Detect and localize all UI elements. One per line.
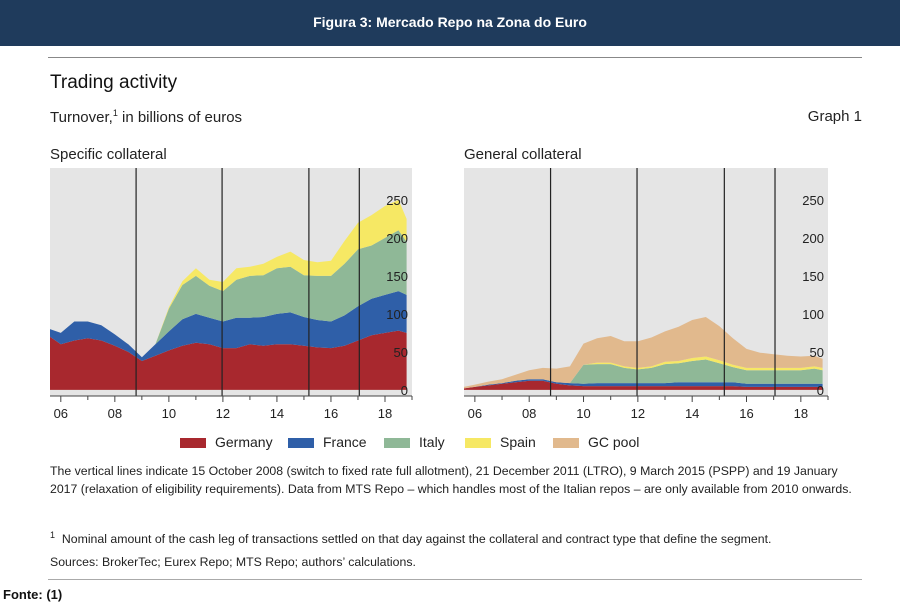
graph-number: Graph 1	[807, 108, 862, 125]
y-tick-label-general-150: 150	[802, 269, 824, 284]
source-fonte: Fonte: (1)	[3, 587, 63, 602]
legend-swatch-gc-pool	[553, 438, 579, 448]
area-general-gc-pool	[464, 317, 823, 389]
x-tick-label-general-08: 08	[522, 406, 536, 421]
x-tick-label-general-14: 14	[685, 406, 699, 421]
area-specific-spain	[50, 199, 407, 358]
x-tick-label-specific-08: 08	[108, 406, 122, 421]
x-tick-label-general-06: 06	[468, 406, 482, 421]
y-tick-label-specific-200: 200	[386, 231, 408, 246]
legend-label-italy: Italy	[419, 434, 445, 450]
y-tick-label-specific-0: 0	[401, 383, 408, 398]
area-specific-germany	[50, 330, 407, 390]
note-sources: Sources: BrokerTec; Eurex Repo; MTS Repo…	[50, 555, 416, 569]
legend: Germany France Italy Spain GC pool	[0, 434, 900, 454]
subtitle-rest: in billions of euros	[117, 109, 243, 126]
x-tick-label-specific-18: 18	[378, 406, 392, 421]
legend-swatch-spain	[465, 438, 491, 448]
charts-svg: 06 08 10 12 14 16 18 0 50 100 150 200 250 06 08 10 12 14 1…	[50, 168, 829, 421]
area-general-france	[464, 379, 823, 389]
subtitle-footnote-mark: 1	[112, 108, 118, 118]
y-tick-label-general-50: 50	[810, 345, 824, 360]
panel-title-general: General collateral	[464, 146, 582, 163]
x-tick-label-specific-06: 06	[54, 406, 68, 421]
y-tick-label-specific-100: 100	[386, 307, 408, 322]
y-tick-label-specific-250: 250	[386, 193, 408, 208]
x-tick-label-general-10: 10	[576, 406, 590, 421]
panel-title-specific: Specific collateral	[50, 146, 167, 163]
x-tick-label-general-16: 16	[739, 406, 753, 421]
subtitle-main: Turnover,	[50, 109, 113, 126]
legend-swatch-italy	[384, 438, 410, 448]
note-vertical-lines: The vertical lines indicate 15 October 2…	[50, 464, 852, 496]
x-tick-label-specific-14: 14	[270, 406, 284, 421]
area-specific-italy	[50, 230, 407, 358]
area-specific-france	[50, 291, 407, 361]
legend-swatch-france	[288, 438, 314, 448]
graph-title: Trading activity	[50, 72, 178, 93]
area-general-italy	[464, 359, 823, 389]
legend-swatch-germany	[180, 438, 206, 448]
top-rule	[48, 57, 862, 58]
x-tick-label-general-18: 18	[794, 406, 808, 421]
legend-label-germany: Germany	[215, 434, 273, 450]
legend-label-spain: Spain	[500, 434, 536, 450]
bottom-rule	[48, 579, 862, 580]
area-general-germany	[464, 380, 823, 390]
y-tick-label-general-200: 200	[802, 231, 824, 246]
x-tick-label-specific-16: 16	[324, 406, 338, 421]
y-tick-label-specific-50: 50	[394, 345, 408, 360]
x-tick-label-specific-10: 10	[162, 406, 176, 421]
y-tick-label-specific-150: 150	[386, 269, 408, 284]
banner-title: Figura 3: Mercado Repo na Zona do Euro	[0, 0, 900, 46]
y-tick-label-general-0: 0	[817, 383, 824, 398]
footnote-text: Nominal amount of the cash leg of transa…	[61, 532, 772, 547]
legend-label-gc-pool: GC pool	[588, 434, 640, 450]
graph-subtitle: Turnover,1 in billions of euros	[50, 108, 242, 126]
footnote-mark: 1	[50, 530, 56, 540]
y-tick-label-general-250: 250	[802, 193, 824, 208]
x-tick-label-specific-12: 12	[216, 406, 230, 421]
y-tick-label-general-100: 100	[802, 307, 824, 322]
legend-label-france: France	[323, 434, 367, 450]
x-tick-label-general-12: 12	[631, 406, 645, 421]
note-footnote: 1 Nominal amount of the cash leg of tran…	[50, 526, 864, 548]
